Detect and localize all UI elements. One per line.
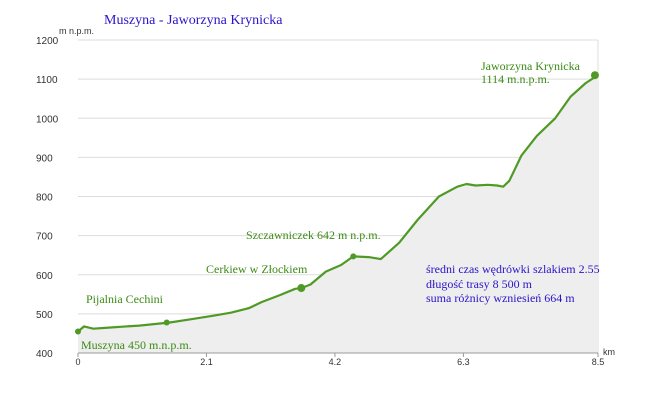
label-szczawniczek: Szczawniczek 642 m n.p.m. bbox=[246, 228, 381, 242]
y-tick-label: 600 bbox=[36, 271, 53, 282]
waypoint-marker bbox=[163, 319, 170, 326]
waypoint-marker bbox=[590, 71, 599, 80]
route-info: średni czas wędrówki szlakiem 2.55 długo… bbox=[426, 262, 600, 305]
y-tick-label: 1000 bbox=[36, 114, 59, 125]
label-pijalnia: Pijalnia Cechini bbox=[86, 292, 164, 306]
y-tick-label: 1200 bbox=[36, 36, 59, 47]
x-tick-label: 0 bbox=[75, 357, 80, 367]
label-jaworzyna-name: Jaworzyna Krynicka bbox=[481, 59, 581, 73]
label-jaworzyna-height: 1114 m.n.p.m. bbox=[481, 72, 550, 86]
waypoint-labels: Jaworzyna Krynicka 1114 m.n.p.m. Szczawn… bbox=[81, 59, 581, 352]
x-tick-label: 4.2 bbox=[329, 357, 342, 367]
x-tick-labels: 0 2.1 4.2 6.3 8.5 bbox=[75, 353, 604, 367]
info-ascent: suma różnicy wzniesień 664 m bbox=[426, 291, 575, 305]
x-tick-label: 8.5 bbox=[592, 357, 605, 367]
y-tick-label: 500 bbox=[36, 310, 53, 321]
label-muszyna: Muszyna 450 m.n.p.m. bbox=[81, 338, 192, 352]
label-cerkiew: Cerkiew w Złockiem bbox=[206, 262, 308, 276]
y-tick-label: 800 bbox=[36, 193, 53, 204]
y-tick-label: 400 bbox=[36, 349, 53, 360]
waypoint-marker bbox=[350, 253, 357, 260]
info-length: długość trasy 8 500 m bbox=[426, 277, 533, 291]
y-tick-labels: 400 500 600 700 800 900 1000 1100 1200 bbox=[36, 36, 59, 360]
x-tick-label: 6.3 bbox=[457, 357, 470, 367]
waypoint-markers bbox=[75, 71, 599, 335]
y-tick-label: 1100 bbox=[36, 75, 58, 86]
y-tick-label: 700 bbox=[36, 232, 53, 243]
x-axis-label: km bbox=[603, 347, 615, 357]
x-tick-label: 2.1 bbox=[200, 357, 213, 367]
chart-title: Muszyna - Jaworzyna Krynicka bbox=[104, 13, 283, 28]
y-tick-label: 900 bbox=[36, 153, 53, 164]
elevation-area bbox=[78, 75, 598, 353]
waypoint-marker bbox=[297, 284, 306, 293]
waypoint-marker bbox=[75, 328, 81, 335]
y-axis-label: m n.p.m. bbox=[59, 26, 94, 36]
info-time: średni czas wędrówki szlakiem 2.55 bbox=[426, 262, 600, 276]
